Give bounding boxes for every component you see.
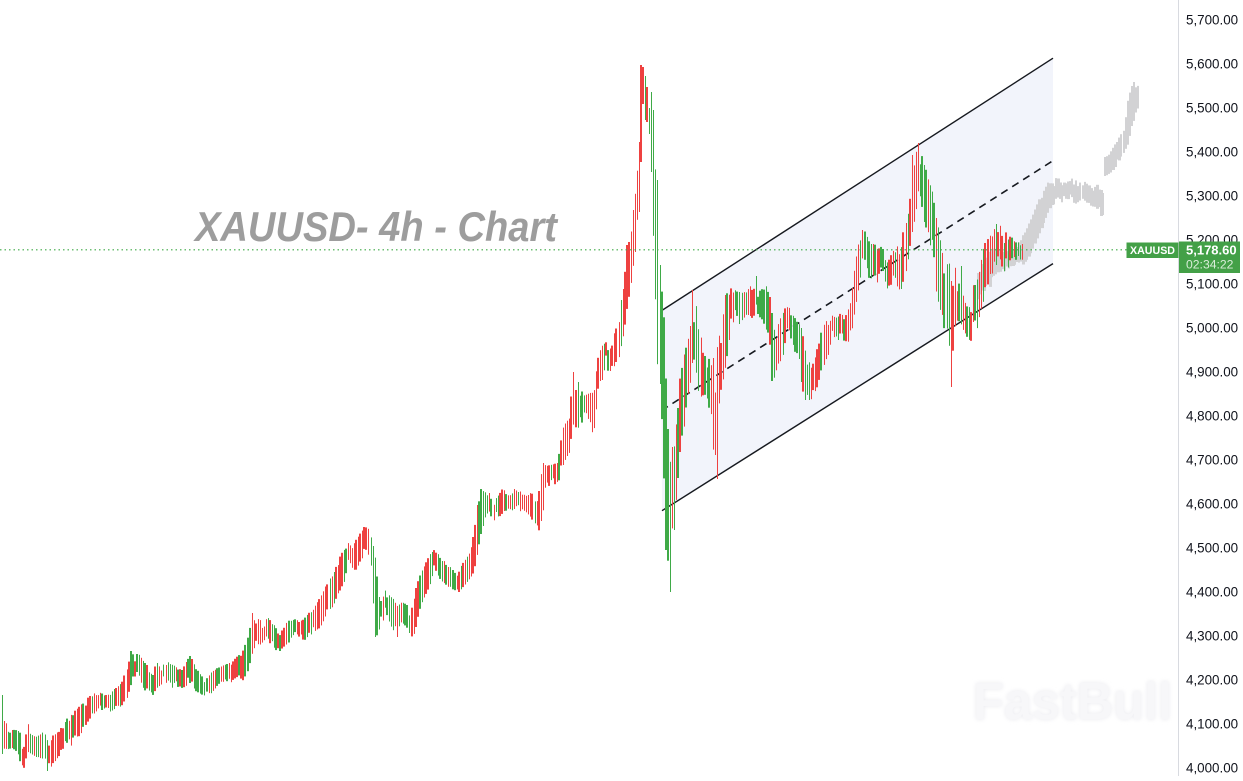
svg-text:4,500.00: 4,500.00: [1186, 541, 1238, 556]
svg-text:4,800.00: 4,800.00: [1186, 409, 1238, 424]
svg-text:5,178.60: 5,178.60: [1186, 243, 1237, 258]
svg-text:4,600.00: 4,600.00: [1186, 497, 1238, 512]
svg-text:5,600.00: 5,600.00: [1186, 56, 1238, 71]
svg-text:4,300.00: 4,300.00: [1186, 629, 1238, 644]
svg-text:4,400.00: 4,400.00: [1186, 585, 1238, 600]
svg-text:XAUUSD- 4h - Chart: XAUUSD- 4h - Chart: [193, 203, 559, 250]
svg-text:XAUUSD: XAUUSD: [1130, 245, 1175, 257]
svg-text:FastBull: FastBull: [973, 673, 1172, 731]
svg-text:5,500.00: 5,500.00: [1186, 100, 1238, 115]
svg-text:02:34:22: 02:34:22: [1186, 258, 1234, 272]
svg-text:4,000.00: 4,000.00: [1186, 761, 1238, 776]
svg-text:5,000.00: 5,000.00: [1186, 321, 1238, 336]
svg-text:5,300.00: 5,300.00: [1186, 189, 1238, 204]
svg-text:4,700.00: 4,700.00: [1186, 453, 1238, 468]
svg-text:5,700.00: 5,700.00: [1186, 12, 1238, 27]
svg-text:4,900.00: 4,900.00: [1186, 365, 1238, 380]
svg-text:4,100.00: 4,100.00: [1186, 717, 1238, 732]
svg-text:FastBull: FastBull: [973, 673, 1172, 731]
svg-text:5,100.00: 5,100.00: [1186, 277, 1238, 292]
svg-text:4,200.00: 4,200.00: [1186, 673, 1238, 688]
svg-text:5,400.00: 5,400.00: [1186, 145, 1238, 160]
